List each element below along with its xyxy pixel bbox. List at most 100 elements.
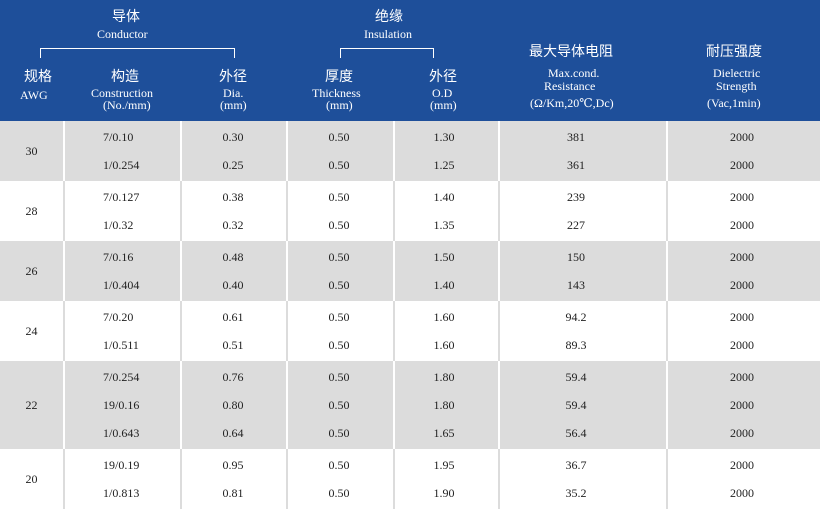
dia-value: 0.48 <box>222 250 244 264</box>
dielectric-value: 2000 <box>730 278 754 292</box>
column-divider <box>393 301 395 361</box>
dia-value: 0.25 <box>222 158 244 172</box>
thickness-value: 0.50 <box>328 398 350 412</box>
thickness-value: 0.50 <box>328 218 350 232</box>
thickness-value: 0.50 <box>328 190 350 204</box>
resistance-value: 381 <box>567 130 585 144</box>
awg-header-zh: 规格 <box>24 69 52 85</box>
construction-value: 19/0.16 <box>103 398 140 412</box>
dielectric-value: 2000 <box>730 486 754 500</box>
column-divider <box>666 301 668 361</box>
dielectric-header-unit: (Vac,1min) <box>707 96 761 110</box>
thickness-header-unit: (mm) <box>326 98 353 112</box>
dielectric-value: 2000 <box>730 218 754 232</box>
awg-group-row: 30 7/0.10 0.30 0.50 1.30 381 2000 1/0.254 0.25 0.… <box>0 121 820 181</box>
thickness-value: 0.50 <box>328 426 350 440</box>
column-divider <box>666 241 668 301</box>
dielectric-header-en2: Strength <box>716 79 757 93</box>
resistance-value: 89.3 <box>565 338 587 352</box>
construction-value: 1/0.511 <box>103 338 139 352</box>
dielectric-value: 2000 <box>730 370 754 384</box>
column-divider <box>498 361 500 449</box>
dia-value: 0.38 <box>222 190 244 204</box>
resistance-header-zh: 最大导体电阻 <box>529 44 613 60</box>
awg-value: 20 <box>25 472 38 486</box>
insulation-bracket <box>340 48 434 58</box>
dia-value: 0.80 <box>222 398 244 412</box>
od-value: 1.65 <box>433 426 455 440</box>
resistance-header-en2: Resistance <box>544 79 596 93</box>
construction-header-en: Construction <box>91 86 153 100</box>
awg-value: 30 <box>25 144 38 158</box>
resistance-value: 143 <box>567 278 585 292</box>
column-divider <box>180 301 182 361</box>
od-header-zh: 外径 <box>429 69 457 85</box>
dia-value: 0.76 <box>222 370 244 384</box>
thickness-value: 0.50 <box>328 338 350 352</box>
column-divider <box>498 241 500 301</box>
awg-group-row: 20 19/0.19 0.95 0.50 1.95 36.7 2000 1/0.813 0.81… <box>0 449 820 509</box>
construction-value: 1/0.813 <box>103 486 140 500</box>
thickness-value: 0.50 <box>328 310 350 324</box>
column-divider <box>393 361 395 449</box>
od-value: 1.30 <box>433 130 455 144</box>
column-divider <box>286 241 288 301</box>
awg-group-row: 26 7/0.16 0.48 0.50 1.50 150 2000 1/0.404 0.40 0.… <box>0 241 820 301</box>
thickness-value: 0.50 <box>328 370 350 384</box>
awg-value: 28 <box>25 204 38 218</box>
thickness-value: 0.50 <box>328 130 350 144</box>
resistance-value: 150 <box>567 250 585 264</box>
column-divider <box>63 301 65 361</box>
od-value: 1.25 <box>433 158 455 172</box>
thickness-value: 0.50 <box>328 158 350 172</box>
dielectric-header-zh: 耐压强度 <box>706 44 762 60</box>
od-value: 1.35 <box>433 218 455 232</box>
construction-value: 7/0.254 <box>103 370 140 384</box>
thickness-header-en: Thickness <box>312 86 361 100</box>
resistance-value: 36.7 <box>565 458 587 472</box>
resistance-header-unit: (Ω/Km,20℃,Dc) <box>530 96 614 110</box>
od-value: 1.95 <box>433 458 455 472</box>
resistance-value: 56.4 <box>565 426 587 440</box>
table-header: 导体 Conductor 绝缘 Insulation 规格 AWG 构造 Con… <box>0 0 820 121</box>
dia-value: 0.81 <box>222 486 244 500</box>
column-divider <box>498 181 500 241</box>
dia-header-zh: 外径 <box>219 69 247 85</box>
construction-value: 7/0.127 <box>103 190 140 204</box>
dielectric-value: 2000 <box>730 310 754 324</box>
column-divider <box>393 121 395 181</box>
conductor-bracket <box>40 48 235 58</box>
od-value: 1.90 <box>433 486 455 500</box>
dia-value: 0.64 <box>222 426 244 440</box>
resistance-value: 35.2 <box>565 486 587 500</box>
column-divider <box>666 121 668 181</box>
column-divider <box>498 301 500 361</box>
od-header-en: O.D <box>432 86 453 100</box>
awg-value: 26 <box>25 264 38 278</box>
dia-value: 0.95 <box>222 458 244 472</box>
insulation-title-en: Insulation <box>364 27 412 41</box>
od-value: 1.60 <box>433 310 455 324</box>
conductor-title-en: Conductor <box>97 27 148 41</box>
resistance-value: 239 <box>567 190 585 204</box>
od-value: 1.80 <box>433 370 455 384</box>
column-divider <box>286 449 288 509</box>
column-divider <box>63 241 65 301</box>
column-divider <box>498 121 500 181</box>
construction-value: 1/0.643 <box>103 426 140 440</box>
column-divider <box>180 181 182 241</box>
dia-value: 0.61 <box>222 310 244 324</box>
column-divider <box>498 449 500 509</box>
column-divider <box>286 121 288 181</box>
od-value: 1.40 <box>433 190 455 204</box>
construction-header-unit: (No./mm) <box>103 98 151 112</box>
thickness-value: 0.50 <box>328 278 350 292</box>
dielectric-value: 2000 <box>730 426 754 440</box>
column-divider <box>63 361 65 449</box>
construction-value: 1/0.254 <box>103 158 140 172</box>
insulation-title-zh: 绝缘 <box>375 9 403 25</box>
column-divider <box>180 241 182 301</box>
dielectric-value: 2000 <box>730 250 754 264</box>
construction-header-zh: 构造 <box>111 69 139 85</box>
